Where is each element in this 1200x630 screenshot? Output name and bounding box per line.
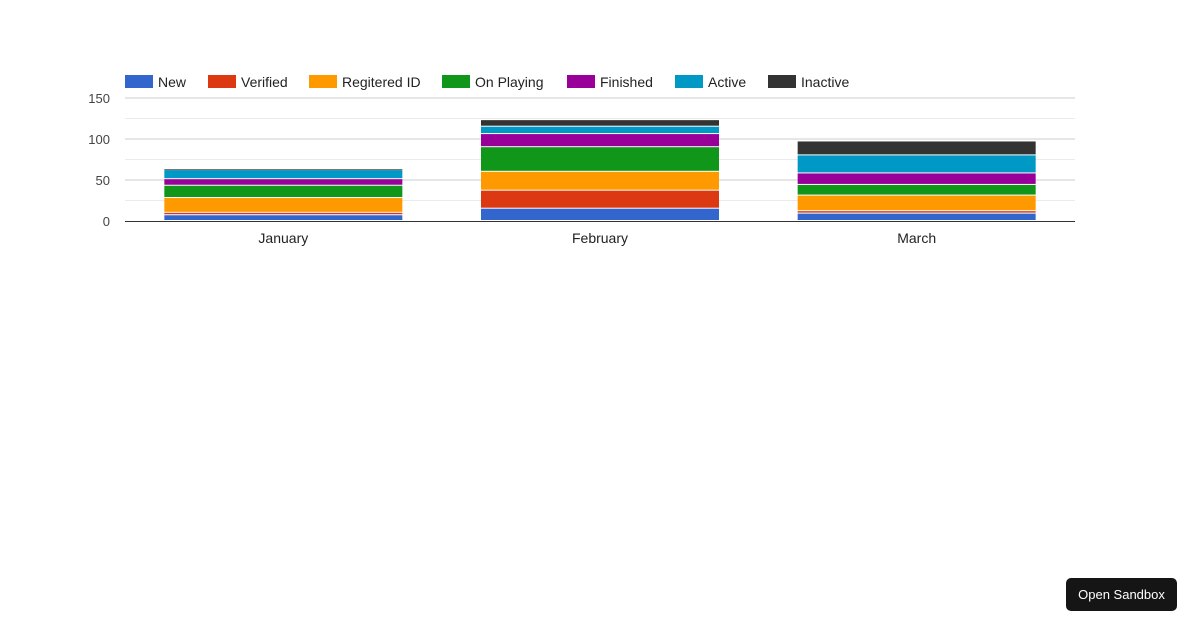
bar-segment — [481, 171, 719, 190]
stacked-bar-chart: 0 50 100 150 January February March New Verified… — [88, 74, 1075, 246]
bar-segment — [797, 213, 1036, 220]
bar-segment — [797, 141, 1036, 155]
legend-label: New — [158, 74, 187, 90]
bar-segment — [797, 173, 1036, 184]
bar-segment — [164, 212, 403, 215]
legend-label: Regitered ID — [342, 74, 421, 90]
bar-segment — [481, 147, 719, 171]
legend-swatch — [768, 75, 796, 88]
legend-label: Finished — [600, 74, 653, 90]
open-sandbox-button[interactable]: Open Sandbox — [1066, 578, 1177, 611]
bar-segment — [481, 208, 719, 220]
bar-segment — [164, 198, 403, 212]
bar-segment — [797, 184, 1036, 195]
bar-segment — [481, 190, 719, 208]
bar-segment — [797, 211, 1036, 213]
bar-segment — [164, 170, 403, 179]
bar-segment — [164, 179, 403, 185]
y-tick-label: 100 — [88, 132, 110, 147]
legend-swatch — [309, 75, 337, 88]
legend-swatch — [208, 75, 236, 88]
y-tick-label: 0 — [103, 214, 110, 229]
y-tick-label: 150 — [88, 91, 110, 106]
legend-label: On Playing — [475, 74, 543, 90]
legend-label: Inactive — [801, 74, 849, 90]
x-tick-label: March — [897, 230, 936, 246]
bar-segment — [164, 169, 403, 171]
bar-segment — [797, 195, 1036, 211]
bar-segment — [164, 215, 403, 220]
bar-segment — [481, 134, 719, 147]
y-tick-label: 50 — [96, 173, 110, 188]
bar-segment — [481, 120, 719, 126]
bar-segment — [797, 155, 1036, 173]
legend-swatch — [675, 75, 703, 88]
legend-label: Active — [708, 74, 746, 90]
bar-segment — [164, 185, 403, 198]
legend-swatch — [567, 75, 595, 88]
x-tick-label: February — [572, 230, 628, 246]
legend-label: Verified — [241, 74, 288, 90]
bar-segment — [481, 126, 719, 134]
x-tick-label: January — [258, 230, 308, 246]
legend-swatch — [442, 75, 470, 88]
legend-swatch — [125, 75, 153, 88]
